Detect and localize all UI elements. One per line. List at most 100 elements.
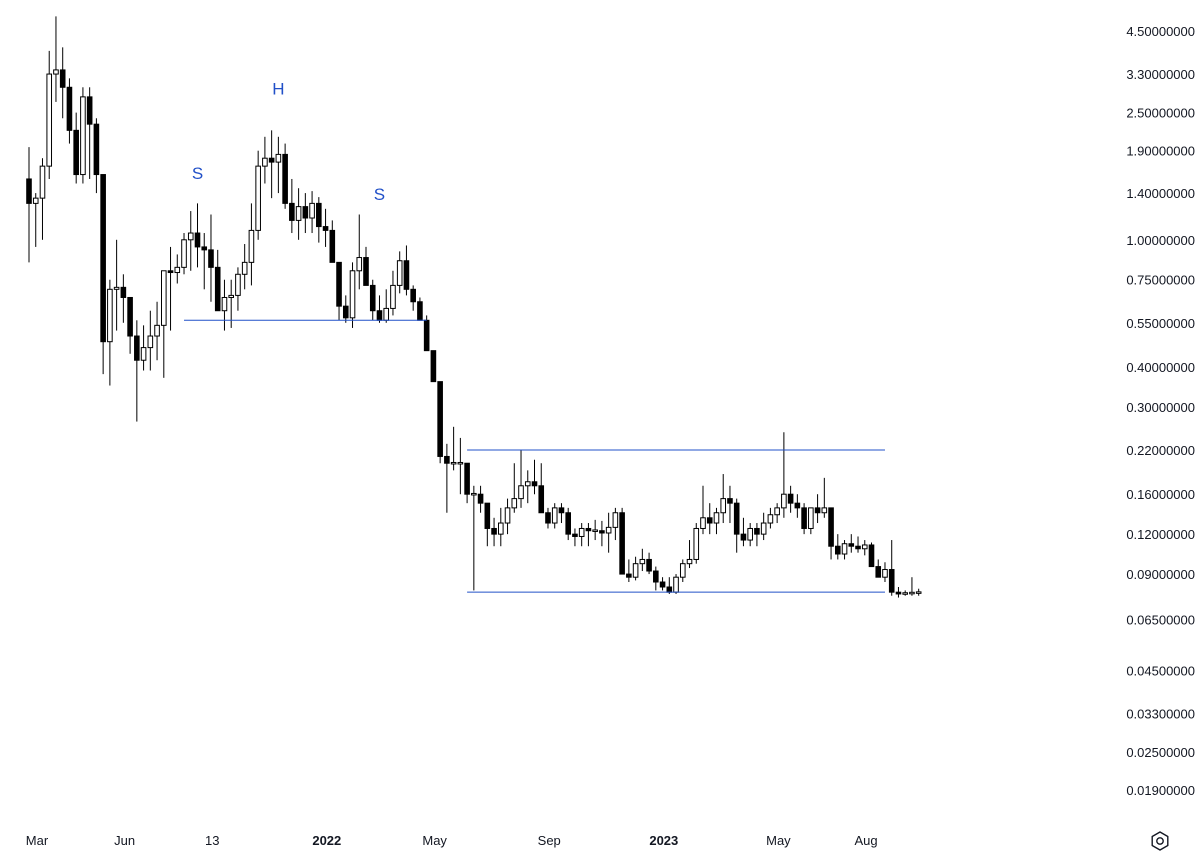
candle [713,507,720,535]
candle [214,249,221,312]
time-tick-label: Jun [114,833,135,848]
chart-settings-button[interactable] [1148,829,1172,853]
candle [760,512,767,541]
price-tick-label: 4.50000000 [1126,24,1195,39]
candle-body [538,485,545,514]
price-tick-label: 0.75000000 [1126,273,1195,288]
candle-body [127,296,133,337]
pattern-label: S [192,164,203,183]
candle-body [781,493,787,509]
candle-body [713,512,720,524]
pattern-label: S [374,185,385,204]
candle-body [518,485,524,500]
candle-body [619,512,625,575]
candle-body [841,543,848,555]
candle [396,251,403,294]
candle-body [639,558,646,565]
candle [302,193,309,234]
candle [410,285,416,311]
price-tick-label: 0.01900000 [1126,783,1195,798]
candle-body [228,294,234,298]
time-tick-label: May [766,833,791,848]
candle [26,147,32,263]
candle [336,261,342,321]
candle-body [794,502,801,509]
candle-body [46,73,53,167]
candle [861,540,868,556]
price-tick-label: 1.90000000 [1126,144,1195,159]
candle [821,477,828,518]
candle-body [369,284,376,312]
candle [53,16,59,102]
time-tick-label: Aug [854,833,877,848]
candle-body [733,502,740,535]
price-tick-label: 1.00000000 [1126,233,1195,248]
candle [127,296,133,354]
candle-body [558,507,565,514]
candle [444,443,450,513]
candle-body [599,530,605,534]
candle-body [39,165,46,199]
price-tick-label: 0.22000000 [1126,443,1195,458]
candle [814,494,821,524]
candle-body [491,527,497,535]
candle-body [235,273,241,296]
candle [686,540,693,569]
candle [774,503,780,524]
candle [383,289,390,323]
candle-body [437,381,443,457]
candle-body [551,507,558,524]
candle-body [32,197,39,204]
candle [781,432,787,518]
candle-body [201,246,208,251]
candle [73,112,79,184]
candle-body [498,522,504,535]
candle [727,485,733,524]
candle-body [66,86,73,131]
candle-body [161,270,167,326]
candle [619,507,625,575]
candle [888,540,895,596]
price-tick-label: 0.04500000 [1126,663,1195,678]
candle-body [140,347,147,361]
candle [167,246,174,331]
candle [679,559,686,583]
candle-body [572,533,578,537]
candle [80,87,86,184]
candle [329,220,336,263]
candle [46,50,53,179]
candle-body [390,284,396,309]
candle [450,426,457,471]
candle-body [855,545,861,550]
candle-body [26,178,32,204]
candle-body [774,507,780,516]
candle [477,485,484,513]
candle [498,507,504,547]
candle-body [86,96,93,125]
price-axis[interactable]: 4.50000000 3.30000000 2.50000000 1.90000000… [1126,24,1195,798]
candle [565,507,572,541]
candle [646,552,652,575]
price-tick-label: 0.16000000 [1126,487,1195,502]
candle-body [868,544,875,568]
candle-body [147,335,154,349]
candle [578,523,585,547]
candle [538,463,545,514]
candle-body [309,202,315,219]
candle [39,158,46,240]
candle-body [875,566,882,578]
candle-body [861,544,868,550]
candle-body [255,165,261,231]
candle-body [329,229,336,263]
candle-body [167,270,174,274]
candle-body [268,157,275,163]
candle [895,587,902,598]
candle [794,494,801,518]
candle [767,507,774,529]
candle [747,523,753,547]
candle [471,485,477,591]
time-axis[interactable]: Mar Jun 13 2022 May Sep 2023 May Aug [26,833,878,848]
candle [316,197,322,243]
price-tick-label: 3.30000000 [1126,67,1195,82]
